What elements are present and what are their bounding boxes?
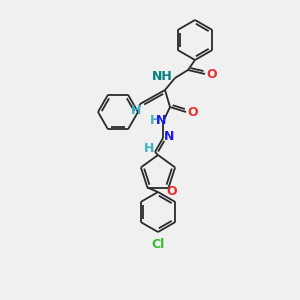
Text: N: N — [156, 113, 166, 127]
Text: H: H — [150, 113, 160, 127]
Text: O: O — [166, 185, 177, 198]
Text: N: N — [164, 130, 174, 142]
Text: H: H — [131, 103, 141, 116]
Text: O: O — [206, 68, 217, 80]
Text: Cl: Cl — [152, 238, 165, 251]
Text: NH: NH — [152, 70, 173, 83]
Text: O: O — [187, 106, 198, 118]
Text: H: H — [144, 142, 154, 154]
